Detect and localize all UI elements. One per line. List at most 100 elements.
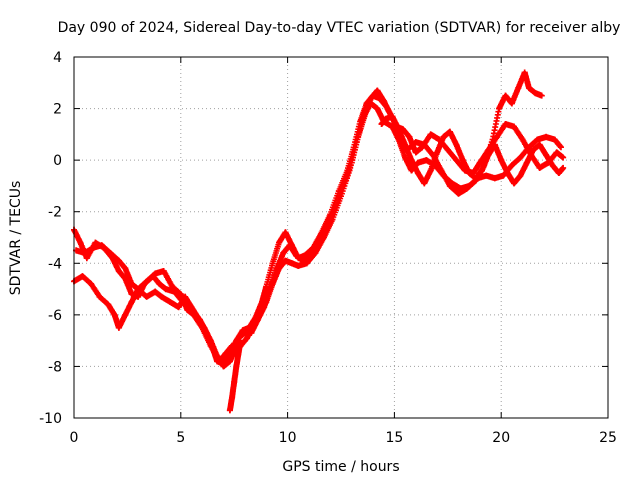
- data-point: [77, 239, 84, 246]
- x-tick-label: 0: [70, 430, 79, 446]
- data-point: [222, 350, 229, 357]
- y-tick-label: -2: [48, 205, 62, 221]
- y-tick-label: -10: [39, 411, 62, 427]
- data-point: [530, 146, 537, 153]
- data-point: [453, 141, 460, 148]
- data-point: [295, 262, 302, 269]
- data-point: [414, 159, 421, 166]
- data-point: [286, 242, 293, 249]
- data-point: [502, 121, 509, 128]
- data-point: [207, 337, 214, 344]
- data-point: [282, 229, 289, 236]
- data-point: [496, 105, 503, 112]
- data-point: [511, 180, 518, 187]
- data-point: [122, 265, 129, 272]
- data-point: [355, 133, 362, 140]
- y-tick-label: 2: [53, 102, 62, 118]
- data-point: [434, 149, 441, 156]
- data-point: [135, 286, 142, 293]
- data-point: [536, 141, 543, 148]
- data-point: [143, 293, 150, 300]
- data-point: [158, 293, 165, 300]
- data-point: [560, 164, 567, 171]
- data-point: [517, 172, 524, 179]
- data-point: [380, 97, 387, 104]
- data-point: [558, 144, 565, 151]
- axis-ticks: 0 5 10 15 20 25 -10 -8 -6 -4 -2 0 2 4: [39, 50, 617, 446]
- data-point: [427, 167, 434, 174]
- data-point: [378, 121, 385, 128]
- data-point: [453, 157, 460, 164]
- data-point: [502, 92, 509, 99]
- data-point: [421, 180, 428, 187]
- data-point: [395, 126, 402, 133]
- data-point: [457, 185, 464, 192]
- data-point: [491, 175, 498, 182]
- data-point: [508, 162, 515, 169]
- data-point: [543, 133, 550, 140]
- data-point: [152, 270, 159, 277]
- data-point: [188, 304, 195, 311]
- data-point: [237, 337, 244, 344]
- data-point: [122, 311, 129, 318]
- data-point: [543, 151, 550, 158]
- data-point: [408, 167, 415, 174]
- data-point: [466, 170, 473, 177]
- x-tick-label: 10: [279, 430, 297, 446]
- data-point: [374, 105, 381, 112]
- data-point: [276, 239, 283, 246]
- data-point: [226, 407, 233, 414]
- data-point: [493, 133, 500, 140]
- data-point: [305, 255, 312, 262]
- series-sat-track-1: [71, 69, 545, 367]
- series-trace: [378, 113, 566, 187]
- data-point: [214, 353, 221, 360]
- data-point: [88, 280, 95, 287]
- data-point: [184, 306, 191, 313]
- data-point: [254, 317, 261, 324]
- data-point: [115, 257, 122, 264]
- data-point: [156, 280, 163, 287]
- data-point: [412, 149, 419, 156]
- data-point: [175, 304, 182, 311]
- data-point: [107, 249, 114, 256]
- y-tick-label: -6: [48, 308, 62, 324]
- data-point: [483, 172, 490, 179]
- data-point: [459, 157, 466, 164]
- data-point: [194, 314, 201, 321]
- data-point: [280, 249, 287, 256]
- data-point: [466, 182, 473, 189]
- data-point: [143, 278, 150, 285]
- series-sat-track-5: [378, 113, 567, 187]
- y-axis-label: SDTVAR / TECUs: [8, 181, 24, 296]
- data-point: [182, 293, 189, 300]
- data-point: [241, 329, 248, 336]
- data-point: [427, 131, 434, 138]
- data-point: [382, 115, 389, 122]
- data-point: [519, 136, 526, 143]
- data-point: [549, 162, 556, 169]
- y-tick-label: -4: [48, 256, 62, 272]
- x-tick-label: 20: [492, 430, 510, 446]
- data-point: [555, 170, 562, 177]
- data-point: [402, 141, 409, 148]
- data-point: [538, 92, 545, 99]
- data-point: [267, 283, 274, 290]
- data-point: [348, 159, 355, 166]
- series-sat-track-3: [73, 87, 567, 370]
- data-point: [244, 335, 251, 342]
- data-point: [367, 95, 374, 102]
- data-point: [560, 154, 567, 161]
- data-point: [105, 301, 112, 308]
- data-point: [419, 144, 426, 151]
- grid-lines: [74, 57, 608, 418]
- y-tick-label: -8: [48, 359, 62, 375]
- data-point: [115, 324, 122, 331]
- data-point: [508, 100, 515, 107]
- data-point: [517, 154, 524, 161]
- data-point: [511, 123, 518, 130]
- y-tick-label: 0: [53, 153, 62, 169]
- data-point: [498, 157, 505, 164]
- data-point: [160, 268, 167, 275]
